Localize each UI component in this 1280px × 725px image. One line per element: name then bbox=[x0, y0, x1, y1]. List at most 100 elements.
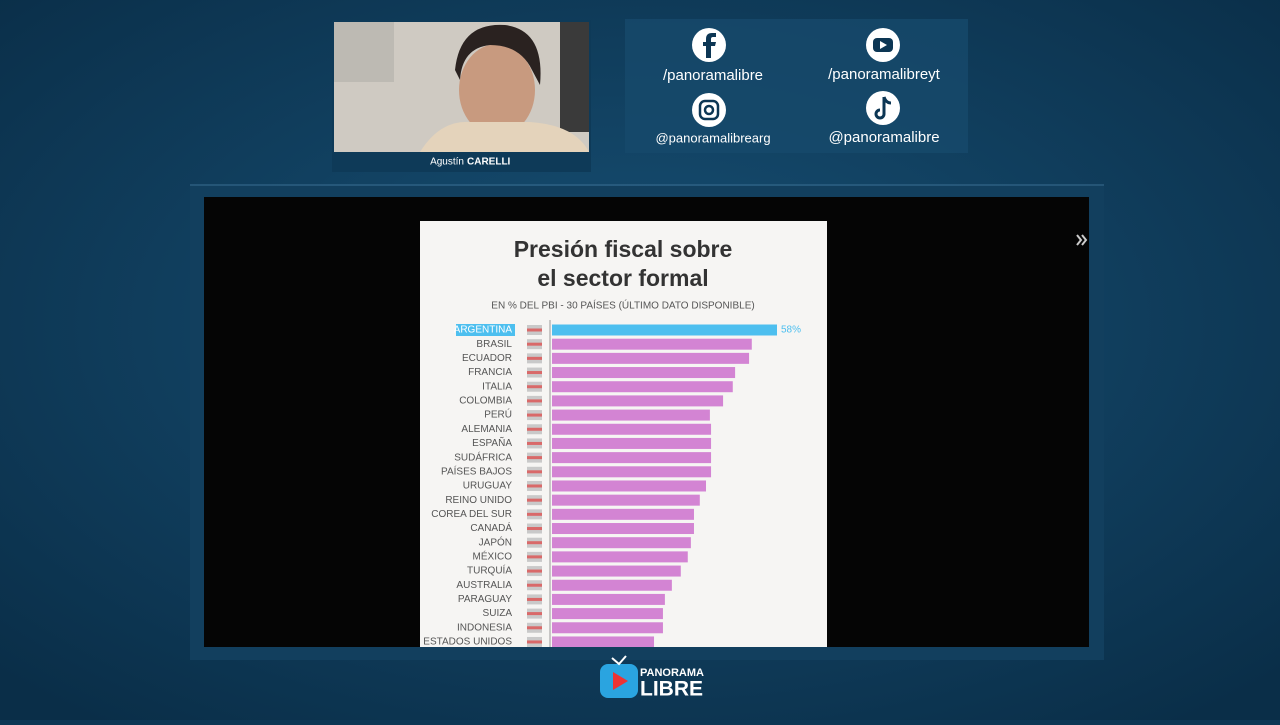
value-label: 58% bbox=[781, 325, 801, 336]
instagram-lens bbox=[703, 104, 715, 116]
category-label: ITALIA bbox=[482, 381, 512, 392]
bar bbox=[552, 452, 712, 464]
category-label: INDONESIA bbox=[457, 622, 512, 633]
bar bbox=[552, 395, 724, 407]
category-highlight bbox=[456, 324, 515, 336]
category-label: ARGENTINA bbox=[454, 325, 513, 336]
tiktok-handle: @panoramalibre bbox=[828, 129, 939, 146]
chart-title: el sector formal bbox=[537, 265, 708, 291]
flag-stripe bbox=[527, 597, 542, 601]
bar bbox=[552, 423, 712, 435]
shirt bbox=[420, 121, 589, 152]
bar bbox=[552, 508, 694, 520]
door bbox=[560, 22, 589, 132]
flag-stripe bbox=[527, 356, 542, 360]
youtube-play bbox=[880, 41, 887, 49]
category-label: AUSTRALIA bbox=[456, 580, 512, 591]
face bbox=[459, 44, 535, 136]
category-label: REINO UNIDO bbox=[445, 495, 512, 506]
bar bbox=[552, 352, 750, 364]
instagram-handle: @panoramalibrearg bbox=[655, 130, 770, 145]
bar bbox=[552, 579, 672, 591]
category-label: SUIZA bbox=[483, 608, 513, 619]
bar bbox=[552, 551, 688, 563]
flag-stripe bbox=[527, 427, 542, 431]
bar bbox=[552, 409, 710, 421]
flag-stripe bbox=[527, 484, 542, 488]
flag-stripe bbox=[527, 569, 542, 573]
logo-top: PANORAMA bbox=[640, 667, 704, 679]
category-label: JAPÓN bbox=[479, 535, 512, 548]
bar bbox=[552, 636, 655, 647]
category-label: TURQUÍA bbox=[467, 564, 512, 577]
category-label: MÉXICO bbox=[473, 550, 513, 563]
bar bbox=[552, 494, 700, 506]
presenter-last-name: CARELLI bbox=[467, 157, 511, 168]
bar bbox=[552, 593, 665, 605]
flag-stripe bbox=[527, 498, 542, 502]
flag-stripe bbox=[527, 583, 542, 587]
presenter-first-name: Agustín bbox=[430, 157, 464, 168]
flag-stripe bbox=[527, 385, 542, 389]
bar bbox=[552, 608, 663, 620]
bar bbox=[552, 565, 681, 577]
youtube-handle: /panoramalibreyt bbox=[828, 66, 941, 83]
chart-title: Presión fiscal sobre bbox=[514, 236, 733, 262]
category-label: ESTADOS UNIDOS bbox=[423, 637, 512, 648]
logo-bottom: LIBRE bbox=[640, 678, 703, 701]
flag-stripe bbox=[527, 527, 542, 531]
category-label: URUGUAY bbox=[463, 481, 513, 492]
flag-stripe bbox=[527, 413, 542, 417]
category-label: BRASIL bbox=[476, 339, 512, 350]
bar bbox=[552, 324, 777, 336]
category-label: SUDÁFRICA bbox=[454, 450, 512, 463]
flag-stripe bbox=[527, 512, 542, 516]
flag-stripe bbox=[527, 612, 542, 616]
bar bbox=[552, 437, 712, 449]
flag-stripe bbox=[527, 441, 542, 445]
category-label: PERÚ bbox=[484, 408, 512, 421]
hair bbox=[455, 24, 541, 85]
bar bbox=[552, 338, 752, 350]
chart-subtitle: EN % DEL PBI - 30 PAÍSES (ÚLTIMO DATO DI… bbox=[491, 299, 754, 312]
category-label: CANADÁ bbox=[470, 521, 512, 534]
category-label: FRANCIA bbox=[468, 367, 512, 378]
facebook-handle: /panoramalibre bbox=[663, 67, 763, 84]
bar bbox=[552, 480, 707, 492]
flag-stripe bbox=[527, 640, 542, 644]
flag-stripe bbox=[527, 626, 542, 630]
logo-antenna bbox=[611, 655, 627, 666]
instagram-icon bbox=[692, 93, 726, 127]
bar bbox=[552, 537, 691, 549]
category-label: COREA DEL SUR bbox=[431, 509, 512, 520]
flag-stripe bbox=[527, 541, 542, 545]
category-label: ALEMANIA bbox=[461, 424, 512, 435]
bar bbox=[552, 367, 736, 379]
next-arrow[interactable] bbox=[1076, 234, 1088, 246]
bar bbox=[552, 622, 663, 634]
flag-stripe bbox=[527, 470, 542, 474]
bar bbox=[552, 523, 694, 535]
category-label: COLOMBIA bbox=[459, 396, 512, 407]
category-label: PAÍSES BAJOS bbox=[441, 464, 512, 477]
category-label: PARAGUAY bbox=[458, 594, 512, 605]
category-label: ECUADOR bbox=[462, 353, 512, 364]
category-label: ESPAÑA bbox=[472, 436, 512, 449]
flag-stripe bbox=[527, 555, 542, 559]
flag-stripe bbox=[527, 371, 542, 375]
tiktok-glyph bbox=[874, 96, 892, 120]
social-panel bbox=[625, 19, 968, 153]
flag-stripe bbox=[527, 342, 542, 346]
instagram-glyph bbox=[698, 99, 720, 121]
shelf bbox=[334, 22, 394, 82]
flag-stripe bbox=[527, 456, 542, 460]
bar bbox=[552, 381, 733, 393]
bar-chart: ARGENTINA 58% BRASIL ECUADOR FRANCIA ITALIA CO… bbox=[423, 320, 801, 648]
logo-play bbox=[613, 672, 628, 690]
flag-stripe bbox=[527, 399, 542, 403]
bar bbox=[552, 466, 712, 478]
facebook-glyph bbox=[703, 33, 716, 58]
flag-stripe bbox=[527, 328, 542, 332]
